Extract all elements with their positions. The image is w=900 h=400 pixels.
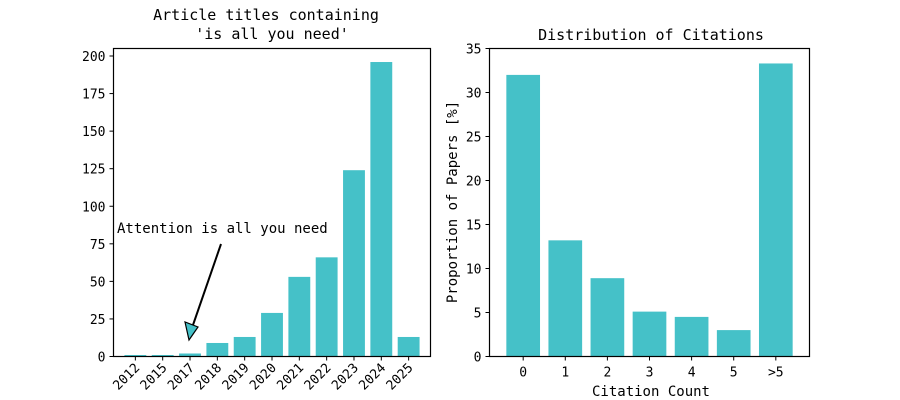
bar-2019 [233, 336, 256, 357]
x-tick-label: >5 [768, 366, 784, 381]
x-tick-label: 2015 [138, 361, 171, 394]
bar-2024 [370, 62, 393, 357]
bar-2022 [315, 257, 338, 357]
bar-0 [506, 74, 541, 357]
y-tick-label: 0 [98, 351, 106, 366]
y-tick-label: 50 [90, 275, 106, 290]
bar-2020 [261, 312, 283, 357]
plot-frame [112, 47, 432, 358]
x-tick-label: 2012 [110, 361, 143, 394]
bar->5 [758, 63, 793, 357]
y-tick-label: 175 [82, 88, 105, 103]
x-tick-label: 0 [519, 366, 527, 381]
bar-2 [590, 278, 625, 357]
bar-2012 [124, 354, 147, 357]
chart-title: Distribution of Citations [538, 26, 764, 44]
bar-2025 [397, 336, 420, 357]
x-tick-label: 4 [688, 366, 696, 381]
y-tick-label: 200 [82, 50, 105, 65]
y-tick-label: 35 [466, 43, 482, 58]
y-tick-label: 25 [90, 313, 106, 328]
bar-2023 [343, 170, 365, 357]
x-tick-label: 2020 [247, 361, 280, 394]
y-tick-label: 75 [90, 238, 106, 253]
x-axis-ticks: 0 1 2 3 4 5 >5 [519, 356, 784, 381]
y-tick-label: 30 [466, 87, 482, 102]
y-tick-label: 0 [474, 351, 482, 366]
y-tick-label: 20 [466, 175, 482, 190]
y-axis-ticks: 0 25 50 75 100 125 150 175 200 [82, 50, 114, 366]
y-tick-label: 100 [82, 200, 105, 215]
x-tick-label: 2024 [356, 361, 389, 394]
y-tick-label: 150 [82, 125, 105, 140]
annotation-arrowhead [184, 321, 199, 342]
x-axis-ticks: 2012201520172018201920202021202220232024… [110, 356, 417, 394]
bar-2015 [151, 354, 174, 357]
bar-1 [548, 240, 583, 357]
bar-2017 [179, 353, 201, 357]
x-tick-label: 1 [561, 366, 569, 381]
x-tick-label: 2017 [165, 361, 198, 394]
bar-3 [632, 311, 667, 357]
y-tick-label: 125 [82, 163, 105, 178]
y-axis-label: Proportion of Papers [%] [445, 101, 461, 303]
bar-2018 [206, 342, 229, 357]
x-tick-label: 2018 [192, 361, 225, 394]
y-tick-label: 5 [474, 307, 482, 322]
bars [506, 63, 793, 357]
y-axis-ticks: 0 5 10 15 20 25 30 35 [466, 43, 490, 366]
x-tick-label: 2025 [384, 361, 417, 394]
x-tick-label: 3 [646, 366, 654, 381]
annotation: Attention is all you need [117, 221, 328, 342]
plot-frame [488, 47, 811, 358]
bars [124, 62, 420, 357]
chart-title-line-1: Article titles containing [153, 6, 379, 24]
x-tick-label: 5 [730, 366, 738, 381]
x-tick-label: 2 [603, 366, 611, 381]
annotation-text: Attention is all you need [117, 221, 328, 237]
chart-title-line-2: 'is all you need' [195, 25, 349, 43]
y-tick-label: 10 [466, 263, 482, 278]
x-axis-label: Citation Count [592, 384, 710, 400]
x-tick-label: 2021 [274, 361, 307, 394]
y-tick-label: 25 [466, 131, 482, 146]
chart-articles-by-year: Article titles containing 'is all you ne… [82, 6, 432, 394]
y-tick-label: 15 [466, 219, 482, 234]
chart-citation-distribution: Distribution of Citations 05101520253035… [445, 26, 811, 400]
annotation-arrow-line [192, 243, 222, 326]
x-tick-label: 2019 [220, 361, 253, 394]
x-tick-label: 2023 [329, 361, 362, 394]
bar-5 [716, 330, 751, 357]
bar-2021 [288, 276, 311, 357]
x-tick-label: 2022 [302, 361, 335, 394]
bar-4 [674, 316, 709, 357]
